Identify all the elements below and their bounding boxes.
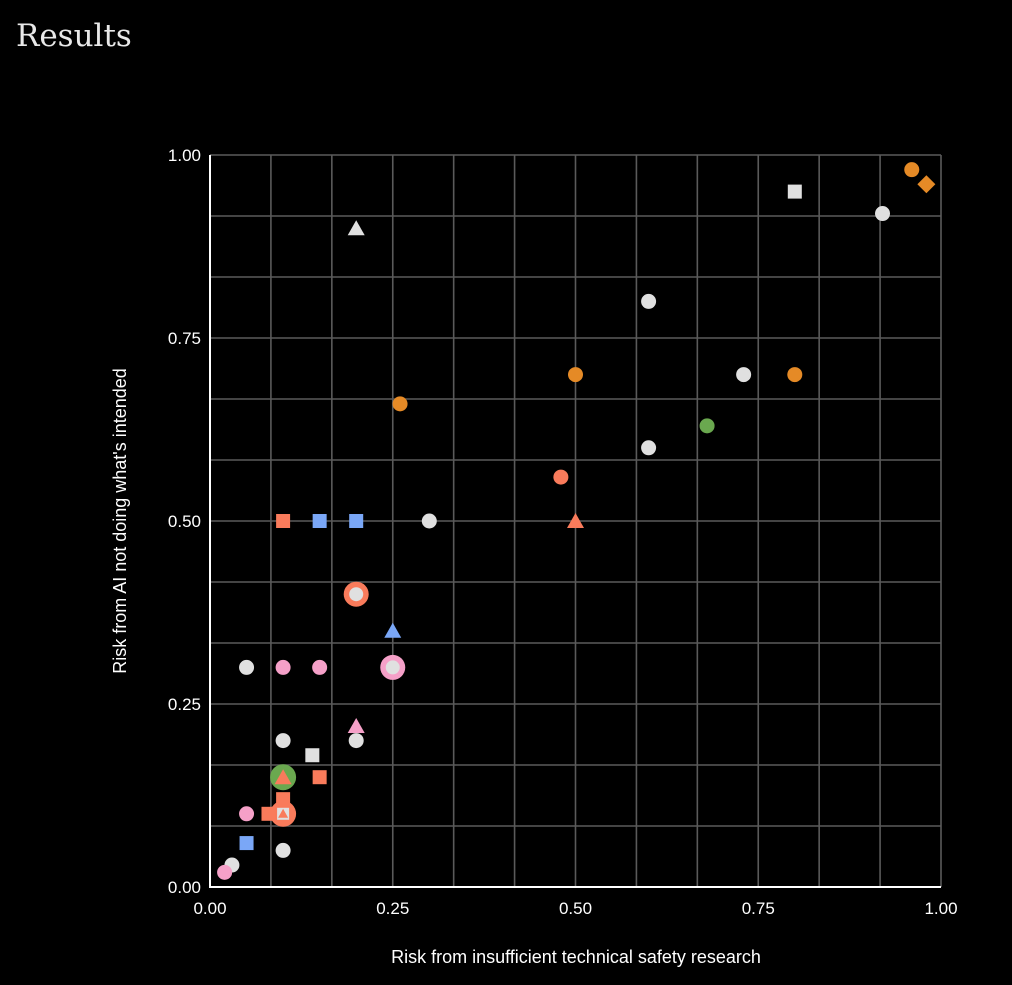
y-tick-label: 0.00	[168, 878, 201, 897]
blue-square-point	[312, 514, 327, 528]
axes	[209, 155, 941, 888]
x-tick-label: 0.00	[193, 899, 226, 918]
blue-triangle-point	[384, 622, 402, 638]
grey-circle-point	[239, 659, 255, 675]
x-tick-labels: 0.00 0.25 0.50 0.75 1.00	[193, 899, 957, 918]
salmon-triangles-small-point	[278, 808, 289, 818]
salmon-triangle-point	[274, 769, 292, 785]
grey-square-point	[787, 184, 802, 199]
pink-ring-point-center	[385, 660, 400, 675]
salmon-square-point	[312, 770, 327, 785]
orange-diamond-point	[917, 175, 936, 194]
y-tick-label: 0.75	[168, 329, 201, 348]
salmon-square-point	[276, 792, 291, 807]
salmon-square-point	[276, 514, 291, 528]
orange-circle-point	[904, 162, 920, 178]
x-tick-label: 0.75	[742, 899, 775, 918]
data-points	[217, 162, 936, 880]
salmon-circle-point	[553, 469, 569, 485]
blue-square-point	[349, 514, 364, 528]
salmon-triangle-point	[567, 513, 584, 528]
y-tick-label: 0.25	[168, 695, 201, 714]
orange-circle-point	[568, 367, 583, 383]
grey-circle-point	[275, 842, 291, 858]
y-tick-labels: 0.00 0.25 0.50 0.75 1.00	[168, 146, 201, 897]
grey-circle-point	[421, 513, 437, 529]
y-tick-label: 0.50	[168, 512, 201, 531]
grey-square-point	[305, 748, 320, 763]
y-tick-label: 1.00	[168, 146, 201, 165]
grey-triangle-point	[347, 220, 365, 236]
x-tick-label: 0.50	[559, 899, 592, 918]
pink-circle-point	[312, 659, 328, 675]
pink-triangle-point	[347, 717, 365, 733]
salmon-ring-point-center	[349, 587, 364, 602]
x-tick-label: 1.00	[924, 899, 957, 918]
orange-circle-point	[392, 396, 408, 412]
grey-circle-point	[641, 440, 657, 456]
x-tick-label: 0.25	[376, 899, 409, 918]
green-circle-point	[699, 418, 715, 434]
grey-circle-point	[275, 733, 291, 749]
pink-circle-point	[275, 659, 291, 675]
page-title: Results	[16, 18, 132, 54]
y-axis-label: Risk from AI not doing what's intended	[110, 368, 130, 674]
orange-circle-point	[787, 367, 803, 383]
x-axis-label: Risk from insufficient technical safety …	[391, 947, 761, 967]
grey-circle-point	[348, 733, 364, 749]
grey-circle-point	[641, 293, 657, 309]
grey-circle-point	[875, 206, 891, 222]
grey-circle-point	[736, 367, 752, 383]
pink-circle-point	[239, 806, 255, 822]
pink-circle-point	[217, 864, 233, 880]
salmon-square-point	[261, 806, 276, 821]
blue-square-point	[239, 836, 254, 851]
